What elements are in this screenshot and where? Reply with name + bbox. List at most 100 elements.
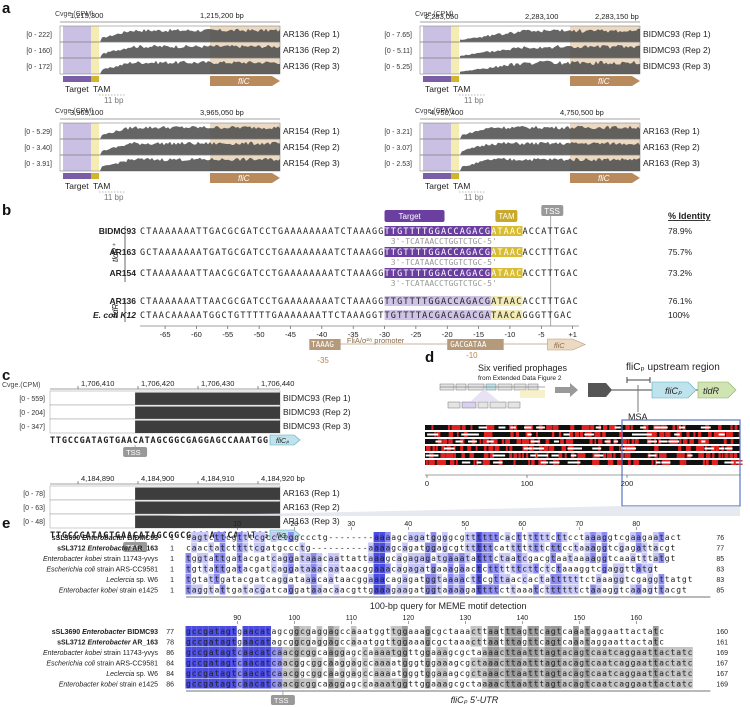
alignment-cell: [259, 678, 266, 689]
msa-gap: [530, 454, 536, 457]
alignment-cell: [242, 542, 249, 553]
alignment-cell: [590, 678, 596, 689]
alignment-cell: [419, 532, 425, 542]
alignment-cell: [664, 668, 670, 678]
alignment-cell: [265, 636, 271, 647]
alignment-cell: [510, 657, 517, 668]
alignment-cell: [516, 542, 522, 553]
msa-mismatch: [451, 425, 455, 430]
seq-name: AR154: [110, 268, 137, 278]
coord-label: 1,215,300: [70, 11, 103, 20]
axis-tick-label: -25: [410, 330, 421, 339]
alignment-cell: [202, 657, 209, 668]
species-name: sSL3712 Enterobacter AR_163: [57, 546, 158, 553]
alignment-cell: [658, 678, 665, 689]
alignment-cell: [328, 563, 334, 574]
alignment-cell: [675, 647, 682, 657]
alignment-cell: [658, 657, 665, 668]
alignment-cell: [567, 584, 574, 595]
msa-mismatch: [686, 432, 690, 437]
alignment-cell: [544, 636, 551, 647]
target-region: [63, 123, 91, 171]
alignment-cell: [396, 584, 403, 595]
end-position: 85: [716, 556, 724, 563]
alignment-cell: [271, 647, 277, 657]
alignment-cell: [396, 626, 403, 636]
alignment-cell: [647, 668, 653, 678]
alignment-cell: [202, 563, 209, 574]
flic-gene-arrow: [210, 173, 280, 183]
alignment-cell: [424, 626, 431, 636]
alignment-cell: [550, 647, 556, 657]
alignment-cell: [658, 553, 665, 563]
alignment-cell: [687, 678, 693, 689]
alignment-cell: [271, 532, 277, 542]
msa-mismatch: [602, 432, 606, 437]
msa-mismatch: [705, 460, 709, 465]
msa-gap: [549, 461, 560, 464]
track-name: AR136 (Rep 1): [283, 29, 340, 39]
alignment-cell: [316, 553, 323, 563]
alignment-cell: [567, 678, 574, 689]
group-label-tldr-minus: tldR⁻: [111, 299, 120, 318]
alignment-cell: [407, 532, 414, 542]
seq-name: BIDMC93: [99, 226, 137, 236]
alignment-cell: [350, 636, 357, 647]
alignment-cell: [282, 657, 289, 668]
alignment-cell: [510, 678, 517, 689]
alignment-cell: [630, 657, 636, 668]
msa-mismatch: [456, 425, 461, 430]
alignment-cell: [510, 668, 517, 678]
ruler-label: 130: [459, 615, 471, 622]
alignment-cell: [242, 678, 249, 689]
aligned-sequence: tgttattgatacgatcaggataaacaataacggaaacaga…: [186, 565, 658, 574]
alignment-cell: [367, 574, 374, 584]
axis-tick-label: -30: [379, 330, 390, 339]
ruler-label: 50: [461, 521, 469, 528]
msa-mismatch: [717, 446, 720, 451]
alignment-cell: [316, 657, 323, 668]
msa-mismatch: [574, 432, 580, 437]
alignment-cell: [305, 647, 311, 657]
seq-text: GCTAAAAAAATGATGCGATCCTGAAAAAAAATCTAAAGGT…: [140, 248, 578, 258]
alignment-cell: [293, 657, 300, 668]
alignment-cell: [544, 657, 551, 668]
msa-mismatch: [552, 425, 556, 430]
alignment-cell: [487, 553, 494, 563]
prophage-cartoon: [439, 383, 545, 409]
msa-mismatch: [564, 453, 567, 458]
msa-gap: [532, 447, 545, 450]
alignment-cell: [453, 553, 460, 563]
alignment-cell: [396, 563, 403, 574]
alignment-cell: [493, 532, 499, 542]
alignment-cell: [442, 668, 448, 678]
alignment-cell: [493, 584, 499, 595]
alignment-cell: [231, 647, 237, 657]
aligned-sequence: gccgatagtcaacatcaacggcggcaaggagccaaaatgg…: [186, 659, 693, 668]
alignment-cell: [402, 647, 408, 657]
msa-gap: [476, 461, 482, 464]
coverage-area: [460, 141, 640, 155]
alignment-cell: [442, 542, 448, 553]
tldr-gene: [697, 381, 737, 399]
alignment-cell: [328, 553, 334, 563]
alignment-cell: [379, 657, 385, 668]
alignment-cell: [687, 647, 693, 657]
alignment-cell: [550, 626, 556, 636]
alignment-cell: [527, 532, 534, 542]
alignment-cell: [573, 542, 579, 553]
msa-mismatch: [678, 446, 682, 451]
alignment-cell: [464, 542, 471, 553]
alignment-cell: [436, 668, 442, 678]
alignment-cell: [681, 668, 688, 678]
alignment-cell: [310, 678, 317, 689]
alignment-cell: [191, 584, 197, 595]
alignment-cell: [453, 574, 460, 584]
msa-mismatch: [603, 453, 607, 458]
species-name: Enterobacter kobei strain e1425: [59, 588, 158, 595]
alignment-cell: [293, 626, 300, 636]
msa-gap: [620, 447, 627, 450]
msa-mismatch: [549, 446, 555, 451]
start-position: 84: [166, 661, 174, 668]
alignment-cell: [271, 678, 277, 689]
